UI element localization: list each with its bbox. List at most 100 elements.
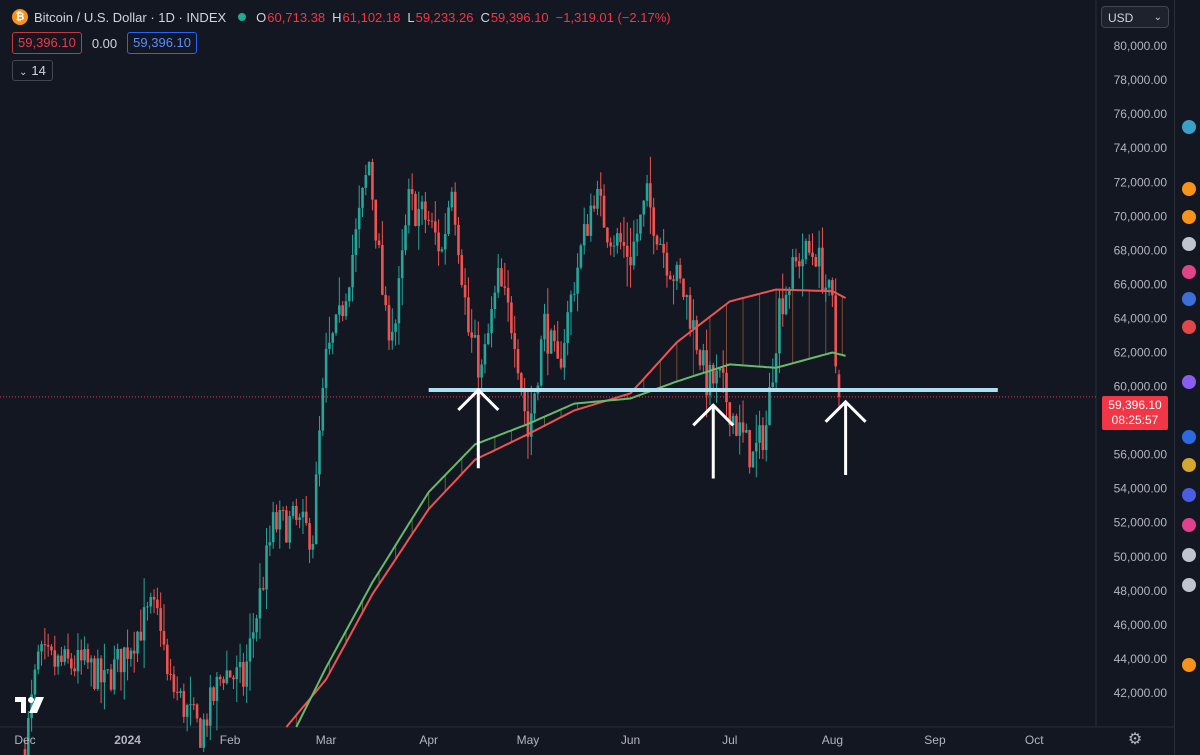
candle-body (500, 268, 503, 287)
candle-body (496, 268, 500, 293)
candle-body (66, 649, 70, 659)
price-axis[interactable]: 82,000.0080,000.0078,000.0076,000.0074,0… (1114, 5, 1168, 700)
candle-body (668, 275, 672, 280)
candle-body (89, 658, 93, 663)
candle-body (788, 288, 791, 295)
price-tick-label: 56,000.00 (1114, 448, 1168, 462)
candle-body (341, 305, 344, 317)
candle-body (539, 339, 543, 386)
candle-body (275, 512, 278, 530)
candle-body (129, 650, 133, 659)
coin-icon[interactable] (1182, 548, 1196, 562)
candle-body (73, 668, 76, 672)
candle-body (768, 386, 771, 426)
candle-body (725, 372, 728, 403)
tradingview-logo[interactable] (14, 694, 48, 716)
buy-button[interactable]: 59,396.10 (127, 32, 197, 54)
candle-body (814, 257, 818, 267)
coin-icon[interactable] (1182, 210, 1196, 224)
coin-icon[interactable] (1182, 458, 1196, 472)
coin-icon[interactable] (1182, 265, 1196, 279)
indicators-count: 14 (31, 63, 46, 78)
candle-body (566, 312, 569, 344)
close-label: C (480, 9, 490, 25)
coin-icon[interactable] (1182, 182, 1196, 196)
candle-body (563, 343, 566, 368)
candle-body (592, 205, 596, 209)
candle-body (205, 719, 209, 726)
candle-body (559, 358, 563, 368)
price-tick-label: 72,000.00 (1114, 175, 1168, 189)
candle-body (569, 294, 573, 313)
symbol-title[interactable]: Bitcoin / U.S. Dollar · 1D · INDEX (34, 9, 227, 25)
time-tick-label: Apr (419, 733, 438, 747)
bitcoin-icon: ₿ (12, 9, 28, 25)
time-tick-label: Feb (220, 733, 241, 747)
moving-averages (285, 288, 847, 728)
candle-body (146, 606, 149, 608)
price-tick-label: 52,000.00 (1114, 516, 1168, 530)
annotation-arrows[interactable] (457, 387, 867, 479)
candle-body (460, 255, 464, 285)
candle-body (463, 284, 467, 298)
candle-body (258, 588, 262, 619)
time-axis[interactable]: Dec 2024 Feb Mar Apr May Jun Jul Aug Sep Oct (14, 733, 1044, 747)
market-status-icon[interactable] (238, 13, 247, 21)
candle-body (288, 516, 292, 543)
candle-body (632, 241, 636, 266)
coin-icon[interactable] (1182, 292, 1196, 306)
watchlist-sidebar[interactable] (1174, 0, 1200, 755)
coin-icon[interactable] (1182, 375, 1196, 389)
currency-select[interactable]: USD ⌄ (1101, 6, 1169, 28)
candle-body (450, 191, 454, 208)
coin-icon[interactable] (1182, 120, 1196, 134)
candle-body (86, 649, 90, 663)
candle-body (238, 662, 242, 668)
candle-body (625, 245, 629, 257)
sell-button[interactable]: 59,396.10 (12, 32, 82, 54)
candle-body (655, 235, 659, 245)
time-tick-label: Dec (14, 733, 35, 747)
candle-body (606, 227, 609, 243)
candle-body (738, 422, 742, 436)
candle-body (328, 342, 331, 349)
candle-body (43, 644, 47, 646)
candle-body (195, 704, 199, 719)
coin-icon[interactable] (1182, 430, 1196, 444)
candle-body (232, 677, 235, 680)
candle-body (318, 430, 321, 475)
gear-icon[interactable]: ⚙ (1127, 731, 1143, 748)
price-tick-label: 64,000.00 (1114, 311, 1168, 325)
candle-body (609, 242, 612, 247)
candle-body (53, 650, 57, 667)
candle-body (417, 209, 421, 227)
coin-icon[interactable] (1182, 658, 1196, 672)
currency-value: USD (1108, 11, 1134, 25)
chevron-down-icon: ⌄ (19, 67, 28, 78)
symbol-header[interactable]: ₿ Bitcoin / U.S. Dollar · 1D · INDEX O 60… (12, 7, 678, 27)
close-value: 59,396.10 (490, 9, 549, 25)
indicators-toggle[interactable]: ⌄ 14 (12, 60, 53, 81)
candle-body (119, 648, 123, 673)
candle-body (533, 393, 536, 414)
candle-body (510, 302, 513, 334)
coin-icon[interactable] (1182, 518, 1196, 532)
low-value: 59,233.26 (415, 9, 474, 25)
candle-body (721, 368, 725, 373)
coin-icon[interactable] (1182, 578, 1196, 592)
candle-body (735, 415, 738, 436)
candle-body (827, 280, 831, 288)
coin-icon[interactable] (1182, 237, 1196, 251)
candle-body (156, 599, 159, 609)
candle-body (371, 162, 374, 200)
coin-icon[interactable] (1182, 320, 1196, 334)
candle-body (629, 256, 632, 266)
last-price-label: 59,396.10 08:25:57 (1102, 396, 1168, 430)
candle-body (675, 264, 679, 281)
candle-body (298, 517, 301, 520)
candle-body (821, 247, 824, 291)
price-chart[interactable]: 82,000.0080,000.0078,000.0076,000.0074,0… (0, 0, 1174, 755)
candle-body (33, 669, 37, 695)
candle-body (285, 510, 288, 543)
coin-icon[interactable] (1182, 488, 1196, 502)
